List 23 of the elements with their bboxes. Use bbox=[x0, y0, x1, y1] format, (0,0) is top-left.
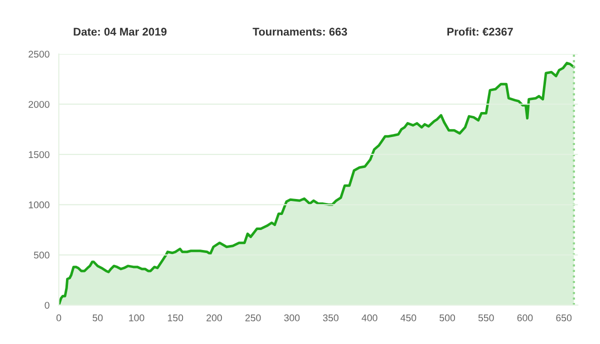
x-tick-label: 350 bbox=[322, 314, 338, 322]
text: Date: 04 Mar 2019 bbox=[74, 28, 167, 36]
y-tick-label: 0 bbox=[44, 302, 50, 309]
y-tick-label: 1000 bbox=[28, 201, 50, 208]
y-tick-label: 1500 bbox=[28, 151, 50, 158]
y-tick-label: 2500 bbox=[28, 50, 50, 58]
x-tick-label: 500 bbox=[440, 314, 456, 322]
x-tick-label: 400 bbox=[362, 314, 378, 322]
x-tick-label: 650 bbox=[556, 314, 572, 322]
x-tick-label: 0 bbox=[56, 314, 62, 322]
x-tick-label: 200 bbox=[206, 314, 222, 322]
x-tick-label: 450 bbox=[400, 314, 416, 322]
text: Profit: €2367 bbox=[447, 28, 513, 36]
text: Tournaments: 663 bbox=[252, 28, 348, 36]
x-tick-label: 100 bbox=[129, 314, 144, 322]
x-tick-label: 550 bbox=[478, 314, 494, 322]
x-tick-label: 50 bbox=[92, 314, 103, 322]
x-tick-label: 250 bbox=[245, 314, 261, 322]
x-tick-label: 150 bbox=[168, 314, 184, 322]
x-tick-label: 600 bbox=[517, 314, 533, 322]
y-tick-label: 500 bbox=[34, 252, 50, 259]
y-tick-label: 2000 bbox=[28, 100, 50, 108]
x-tick-label: 300 bbox=[284, 314, 300, 322]
